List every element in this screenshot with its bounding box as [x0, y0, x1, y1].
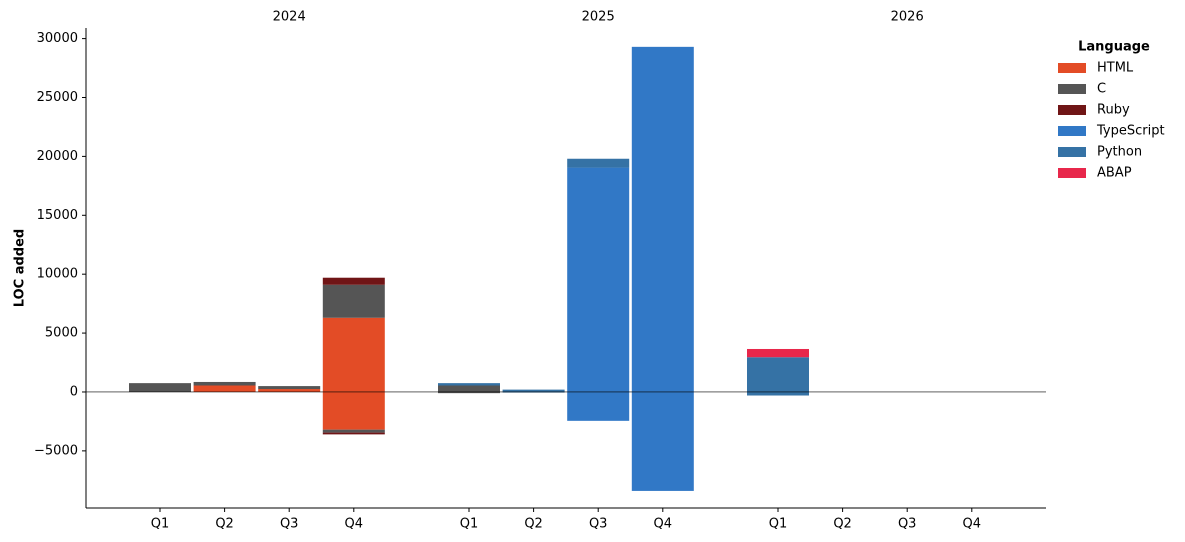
bar-segment — [193, 381, 256, 386]
bar-segment — [747, 391, 809, 396]
bar-segment — [322, 284, 385, 318]
y-tick-label: 30000 — [37, 31, 78, 46]
legend-title: Language — [1078, 40, 1150, 55]
bar-segment — [322, 277, 385, 285]
x-tick-label: Q3 — [589, 517, 608, 532]
x-tick-label: Q1 — [151, 517, 170, 532]
bar-segment — [322, 429, 385, 433]
y-tick-label: 0 — [70, 384, 78, 399]
bar-segment — [631, 46, 694, 392]
bar-segment — [502, 389, 565, 392]
x-tick-label: Q1 — [769, 517, 788, 532]
legend-label: Python — [1097, 145, 1142, 160]
x-tick-label: Q2 — [215, 517, 234, 532]
legend-label: HTML — [1097, 61, 1134, 76]
y-tick-label: 15000 — [37, 208, 78, 223]
y-tick-label: 20000 — [37, 149, 78, 164]
legend-label: TypeScript — [1096, 124, 1165, 139]
legend-label: ABAP — [1097, 166, 1132, 181]
legend-swatch — [1058, 147, 1086, 157]
bar-segment — [631, 391, 694, 491]
legend-label: Ruby — [1097, 103, 1130, 118]
bar-segment — [438, 383, 500, 386]
x-tick-label: Q4 — [345, 517, 364, 532]
y-tick-label: 5000 — [45, 326, 78, 341]
bar-segment — [258, 386, 321, 390]
x-tick-label: Q4 — [654, 517, 673, 532]
y-axis-label: LOC added — [13, 229, 28, 307]
x-tick-label: Q1 — [460, 517, 479, 532]
group-label: 2024 — [273, 10, 306, 25]
bar-segment — [438, 391, 500, 394]
x-tick-label: Q4 — [963, 517, 982, 532]
legend-swatch — [1058, 126, 1086, 136]
y-tick-label: 25000 — [37, 90, 78, 105]
bar-segment — [567, 158, 630, 168]
bar-segment — [129, 383, 191, 392]
x-tick-label: Q2 — [833, 517, 852, 532]
x-tick-label: Q3 — [280, 517, 299, 532]
group-label: 2026 — [891, 10, 924, 25]
legend-swatch — [1058, 63, 1086, 73]
x-tick-label: Q2 — [524, 517, 543, 532]
legend-swatch — [1058, 105, 1086, 115]
group-label: 2025 — [582, 10, 615, 25]
bar-segment — [193, 385, 256, 392]
bar-segment — [747, 357, 809, 392]
bar-segment — [747, 348, 809, 358]
y-tick-label: 10000 — [37, 267, 78, 282]
legend-label: C — [1097, 82, 1106, 97]
x-tick-label: Q3 — [898, 517, 917, 532]
legend-swatch — [1058, 168, 1086, 178]
bar-segment — [567, 391, 630, 421]
legend-swatch — [1058, 84, 1086, 94]
bar-segment — [438, 385, 500, 392]
bar-segment — [567, 167, 630, 392]
y-tick-label: −5000 — [34, 443, 78, 458]
bar-segment — [322, 317, 385, 392]
bar-segment — [322, 391, 385, 430]
bar-segment — [322, 432, 385, 435]
bar-segment — [258, 389, 321, 392]
